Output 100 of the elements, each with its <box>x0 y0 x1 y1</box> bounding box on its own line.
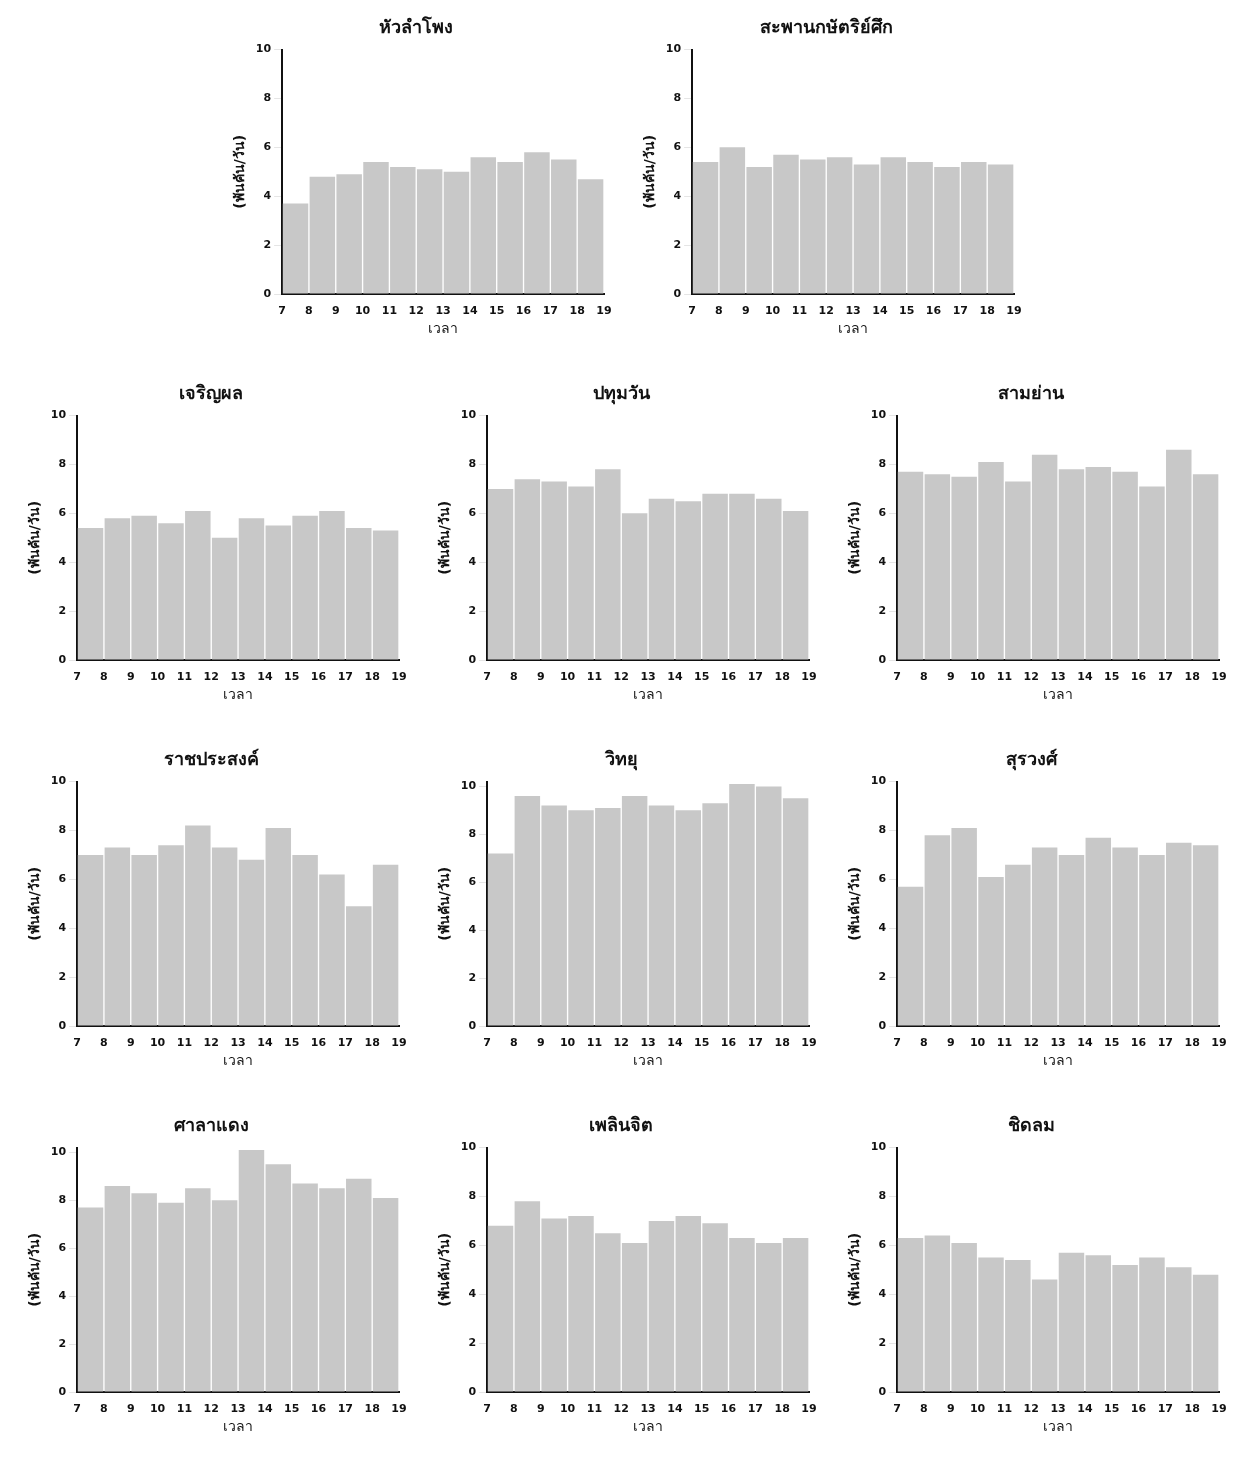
x-tick-label: 7 <box>483 670 491 684</box>
x-tick-label: 18 <box>979 304 995 318</box>
x-tick-label: 12 <box>203 1402 219 1416</box>
y-tick-label: 6 <box>58 872 67 886</box>
x-tick-label: 17 <box>542 304 559 318</box>
x-tick-label: 8 <box>920 1402 928 1416</box>
y-tick-label: 2 <box>263 237 272 251</box>
y-tick-label: 8 <box>468 827 477 841</box>
y-tick-label: 10 <box>50 774 67 788</box>
x-tick-label: 11 <box>791 304 808 318</box>
x-tick-label: 19 <box>1006 304 1022 318</box>
x-tick-label: 13 <box>1050 1402 1066 1416</box>
y-tick-label: 0 <box>263 286 272 300</box>
x-tick-label: 7 <box>73 1036 81 1050</box>
x-tick-label: 16 <box>720 1036 737 1050</box>
y-tick-label: 4 <box>673 189 682 203</box>
x-tick-label: 16 <box>720 1402 737 1416</box>
x-tick-label: 14 <box>462 304 478 318</box>
y-axis-title: (พันคัน/วัน) <box>26 1232 43 1307</box>
y-tick-label: 0 <box>468 652 477 666</box>
x-tick-label: 19 <box>801 1402 817 1416</box>
y-tick-label: 8 <box>58 1193 67 1207</box>
y-tick-label: 10 <box>870 408 887 422</box>
x-tick-label: 8 <box>100 1402 108 1416</box>
y-tick-label: 8 <box>468 457 477 471</box>
x-tick-label: 9 <box>946 670 955 684</box>
x-tick-label: 12 <box>408 304 424 318</box>
x-tick-label: 17 <box>337 1036 354 1050</box>
x-tick-label: 9 <box>536 670 545 684</box>
x-tick-label: 14 <box>1077 670 1093 684</box>
x-tick-label: 10 <box>149 1036 166 1050</box>
x-tick-label: 10 <box>559 1036 576 1050</box>
x-tick-label: 17 <box>747 670 764 684</box>
x-tick-label: 17 <box>952 304 969 318</box>
y-tick-label: 4 <box>878 921 887 935</box>
x-tick-label: 10 <box>354 304 371 318</box>
x-tick-label: 7 <box>893 670 901 684</box>
x-tick-label: 15 <box>284 1402 300 1416</box>
x-tick-label: 15 <box>694 1402 710 1416</box>
x-tick-label: 19 <box>801 670 817 684</box>
y-axis-title: (พันคัน/วัน) <box>846 1232 863 1307</box>
x-axis-title: เวลา <box>223 1418 254 1435</box>
x-tick-label: 18 <box>569 304 585 318</box>
x-tick-label: 17 <box>747 1402 764 1416</box>
x-axis-title: เวลา <box>1043 686 1074 703</box>
x-tick-label: 12 <box>1023 1036 1039 1050</box>
y-axis-title: (พันคัน/วัน) <box>846 866 863 941</box>
y-axis-title: (พันคัน/วัน) <box>436 500 453 575</box>
y-tick-label: 4 <box>58 921 67 935</box>
x-tick-label: 16 <box>310 670 327 684</box>
chart-title: สามย่าน <box>998 382 1065 404</box>
x-tick-label: 15 <box>694 670 710 684</box>
y-axis-title: (พันคัน/วัน) <box>231 134 248 209</box>
x-tick-label: 13 <box>640 1036 656 1050</box>
chart-title: เพลินจิต <box>589 1114 653 1136</box>
x-tick-label: 16 <box>720 670 737 684</box>
y-tick-label: 6 <box>263 140 272 154</box>
y-tick-label: 6 <box>878 506 887 520</box>
x-tick-label: 8 <box>305 304 313 318</box>
x-tick-label: 19 <box>1211 1402 1227 1416</box>
y-tick-label: 6 <box>878 1238 887 1252</box>
x-tick-label: 19 <box>596 304 612 318</box>
y-tick-label: 8 <box>878 823 887 837</box>
x-tick-label: 10 <box>969 670 986 684</box>
x-tick-label: 11 <box>176 670 193 684</box>
x-tick-label: 17 <box>337 1402 354 1416</box>
x-tick-label: 8 <box>100 670 108 684</box>
x-axis-title: เวลา <box>838 320 869 337</box>
x-tick-label: 15 <box>1104 670 1120 684</box>
y-tick-label: 0 <box>468 1018 477 1032</box>
y-tick-label: 2 <box>673 237 682 251</box>
x-tick-label: 19 <box>1211 1036 1227 1050</box>
x-tick-label: 13 <box>845 304 861 318</box>
y-tick-label: 2 <box>58 603 67 617</box>
x-tick-label: 9 <box>126 670 135 684</box>
y-tick-label: 10 <box>50 408 67 422</box>
x-tick-label: 11 <box>176 1402 193 1416</box>
x-tick-label: 10 <box>559 670 576 684</box>
x-tick-label: 7 <box>483 1036 491 1050</box>
x-tick-label: 14 <box>257 670 273 684</box>
y-tick-label: 4 <box>878 1287 887 1301</box>
x-tick-label: 8 <box>920 1036 928 1050</box>
x-tick-label: 7 <box>73 1402 81 1416</box>
x-tick-label: 10 <box>764 304 781 318</box>
x-tick-label: 17 <box>1157 1036 1174 1050</box>
x-tick-label: 15 <box>284 670 300 684</box>
y-axis-title: (พันคัน/วัน) <box>846 500 863 575</box>
y-tick-label: 2 <box>468 603 477 617</box>
x-tick-label: 11 <box>586 1402 603 1416</box>
y-tick-label: 2 <box>878 969 887 983</box>
y-tick-label: 6 <box>673 140 682 154</box>
y-tick-label: 0 <box>58 1018 67 1032</box>
x-tick-label: 19 <box>391 1036 407 1050</box>
x-tick-label: 14 <box>257 1036 273 1050</box>
x-tick-label: 19 <box>391 670 407 684</box>
y-tick-label: 6 <box>58 506 67 520</box>
x-tick-label: 8 <box>510 670 518 684</box>
y-tick-label: 4 <box>58 555 67 569</box>
y-tick-label: 2 <box>58 1336 67 1350</box>
y-tick-label: 6 <box>468 506 477 520</box>
